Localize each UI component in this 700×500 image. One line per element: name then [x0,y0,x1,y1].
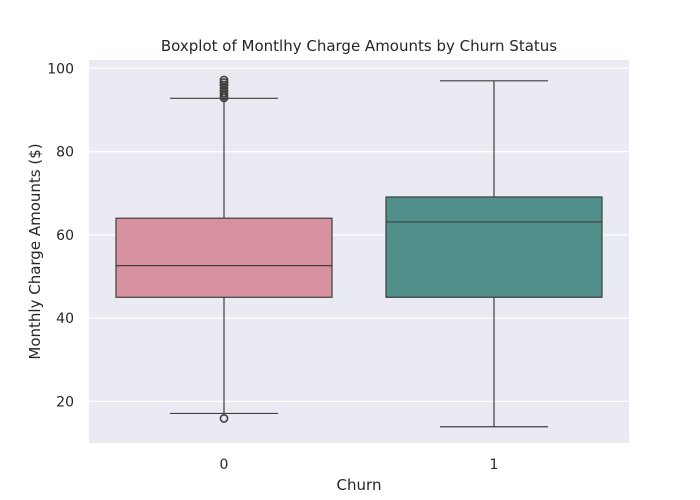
outlier-point [219,414,229,423]
x-tick-label: 1 [490,457,499,473]
iqr-box [115,217,333,298]
boxes-layer [115,75,603,428]
box-1 [385,80,603,428]
box-0 [115,75,333,423]
y-tick-label: 40 [56,311,74,327]
chart-title: Boxplot of Montlhy Charge Amounts by Chu… [161,37,557,55]
x-axis-label: Churn [337,476,382,494]
y-tick-label: 80 [56,145,74,161]
y-tick-label: 100 [47,61,74,77]
iqr-box [385,196,603,298]
outlier-point [219,75,229,85]
outlier-point [219,86,229,96]
x-tick-label: 0 [220,457,229,473]
tick-labels: 20 40 60 80 100 0 1 [47,61,498,473]
y-axis-label: Monthly Charge Amounts ($) [26,143,44,359]
y-tick-label: 60 [56,228,74,244]
y-tick-label: 20 [56,394,74,410]
